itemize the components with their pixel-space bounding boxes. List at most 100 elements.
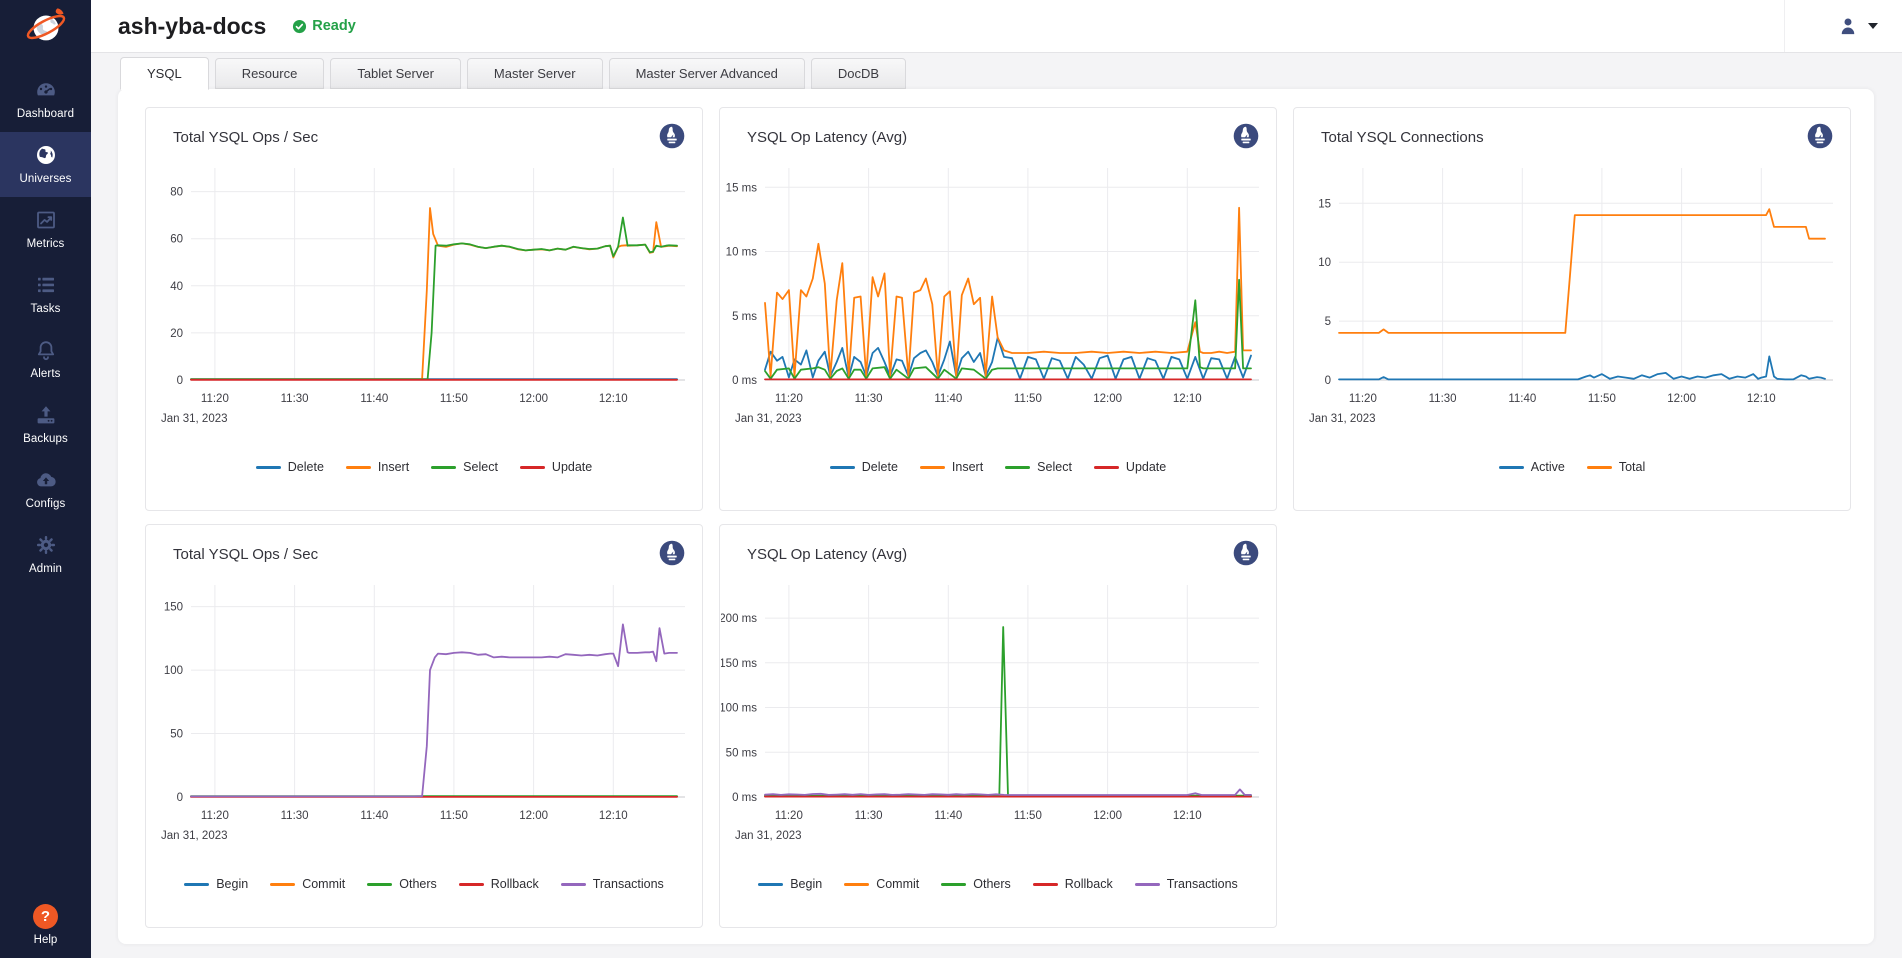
prometheus-icon[interactable] (1807, 123, 1833, 149)
svg-text:11:50: 11:50 (1588, 393, 1616, 405)
globe-icon (34, 143, 58, 167)
sidebar-item-universes[interactable]: Universes (0, 132, 91, 197)
legend-label: Active (1531, 460, 1565, 474)
svg-text:12:00: 12:00 (1667, 393, 1696, 405)
legend-item-begin[interactable]: Begin (758, 877, 822, 891)
sidebar-item-configs[interactable]: Configs (0, 457, 91, 522)
legend-item-update[interactable]: Update (1094, 460, 1166, 474)
svg-text:100 ms: 100 ms (721, 703, 757, 715)
prometheus-icon[interactable] (1233, 540, 1259, 566)
legend-item-select[interactable]: Select (1005, 460, 1072, 474)
sidebar-item-alerts[interactable]: Alerts (0, 327, 91, 392)
chart-panel-4: YSQL Op Latency (Avg)0 ms50 ms100 ms150 … (719, 524, 1277, 928)
svg-text:Jan 31, 2023: Jan 31, 2023 (161, 413, 228, 425)
sidebar-item-metrics[interactable]: Metrics (0, 197, 91, 262)
svg-text:12:00: 12:00 (519, 393, 548, 405)
svg-text:11:30: 11:30 (1429, 393, 1457, 405)
svg-text:0: 0 (1325, 375, 1331, 387)
svg-text:10 ms: 10 ms (726, 247, 758, 259)
svg-text:11:20: 11:20 (775, 393, 803, 405)
legend-swatch (844, 883, 869, 886)
dashboard-icon (34, 78, 58, 102)
sidebar-item-tasks[interactable]: Tasks (0, 262, 91, 327)
legend-label: Select (1037, 460, 1072, 474)
legend-swatch (1135, 883, 1160, 886)
legend-label: Others (973, 877, 1011, 891)
svg-text:11:50: 11:50 (440, 393, 468, 405)
sidebar-item-label: Backups (23, 433, 68, 445)
svg-text:11:50: 11:50 (1014, 393, 1042, 405)
legend-label: Transactions (593, 877, 664, 891)
legend-label: Others (399, 877, 437, 891)
legend-label: Rollback (491, 877, 539, 891)
svg-text:11:30: 11:30 (855, 810, 883, 822)
legend-item-delete[interactable]: Delete (830, 460, 898, 474)
legend-item-insert[interactable]: Insert (920, 460, 983, 474)
legend-item-rollback[interactable]: Rollback (1033, 877, 1113, 891)
legend-label: Commit (876, 877, 919, 891)
sidebar-item-admin[interactable]: Admin (0, 522, 91, 587)
chart-title: Total YSQL Ops / Sec (146, 525, 702, 563)
legend-swatch (431, 466, 456, 469)
chart-legend: Delete Insert Select Update (720, 460, 1276, 474)
tab-master-server-advanced[interactable]: Master Server Advanced (609, 58, 805, 89)
sidebar-item-backups[interactable]: Backups (0, 392, 91, 457)
legend-label: Total (1619, 460, 1645, 474)
chart-plot: 05101511:2011:3011:4011:5012:0012:10Jan … (1295, 154, 1851, 446)
chart-legend: Begin Commit Others Rollback Transactions (720, 877, 1276, 891)
legend-label: Delete (288, 460, 324, 474)
legend-item-total[interactable]: Total (1587, 460, 1645, 474)
status-text: Ready (312, 18, 356, 34)
bell-icon (34, 338, 58, 362)
user-menu[interactable] (1784, 0, 1902, 52)
legend-item-delete[interactable]: Delete (256, 460, 324, 474)
legend-label: Select (463, 460, 498, 474)
legend-swatch (758, 883, 783, 886)
sidebar-item-dashboard[interactable]: Dashboard (0, 67, 91, 132)
sidebar-nav: DashboardUniversesMetricsTasksAlerts Back… (0, 67, 91, 587)
sidebar-item-help[interactable]: ? Help (0, 904, 91, 946)
legend-item-transactions[interactable]: Transactions (1135, 877, 1238, 891)
svg-text:Jan 31, 2023: Jan 31, 2023 (735, 830, 802, 842)
tab-master-server[interactable]: Master Server (467, 58, 603, 89)
svg-text:15: 15 (1318, 198, 1331, 210)
sidebar-item-label: Configs (26, 498, 66, 510)
tab-docdb[interactable]: DocDB (811, 58, 906, 89)
svg-text:11:20: 11:20 (201, 393, 229, 405)
chart-panel-0: Total YSQL Ops / Sec02040608011:2011:301… (145, 107, 703, 511)
status-badge: Ready (292, 18, 356, 34)
legend-item-begin[interactable]: Begin (184, 877, 248, 891)
prometheus-icon[interactable] (1233, 123, 1259, 149)
tab-ysql[interactable]: YSQL (120, 57, 209, 90)
legend-item-select[interactable]: Select (431, 460, 498, 474)
legend-item-commit[interactable]: Commit (270, 877, 345, 891)
chart-panel-1: YSQL Op Latency (Avg)0 ms5 ms10 ms15 ms1… (719, 107, 1277, 511)
app-logo[interactable] (0, 0, 91, 53)
legend-item-others[interactable]: Others (941, 877, 1011, 891)
legend-item-transactions[interactable]: Transactions (561, 877, 664, 891)
chart-title: Total YSQL Connections (1294, 108, 1850, 146)
svg-text:150 ms: 150 ms (721, 658, 757, 670)
help-icon: ? (33, 904, 58, 929)
legend-label: Commit (302, 877, 345, 891)
tab-resource[interactable]: Resource (215, 58, 325, 89)
legend-item-commit[interactable]: Commit (844, 877, 919, 891)
legend-swatch (1094, 466, 1119, 469)
chart-legend: Active Total (1294, 460, 1850, 474)
svg-text:200 ms: 200 ms (721, 613, 757, 625)
legend-item-others[interactable]: Others (367, 877, 437, 891)
svg-text:11:40: 11:40 (934, 810, 962, 822)
legend-item-update[interactable]: Update (520, 460, 592, 474)
legend-swatch (184, 883, 209, 886)
legend-item-rollback[interactable]: Rollback (459, 877, 539, 891)
prometheus-icon[interactable] (659, 540, 685, 566)
prometheus-icon[interactable] (659, 123, 685, 149)
chart-legend: Begin Commit Others Rollback Transactions (146, 877, 702, 891)
legend-item-active[interactable]: Active (1499, 460, 1565, 474)
svg-text:Jan 31, 2023: Jan 31, 2023 (161, 830, 228, 842)
legend-item-insert[interactable]: Insert (346, 460, 409, 474)
svg-text:12:00: 12:00 (519, 810, 548, 822)
tab-tablet-server[interactable]: Tablet Server (330, 58, 461, 89)
svg-text:12:10: 12:10 (1747, 393, 1776, 405)
svg-text:0: 0 (177, 792, 183, 804)
